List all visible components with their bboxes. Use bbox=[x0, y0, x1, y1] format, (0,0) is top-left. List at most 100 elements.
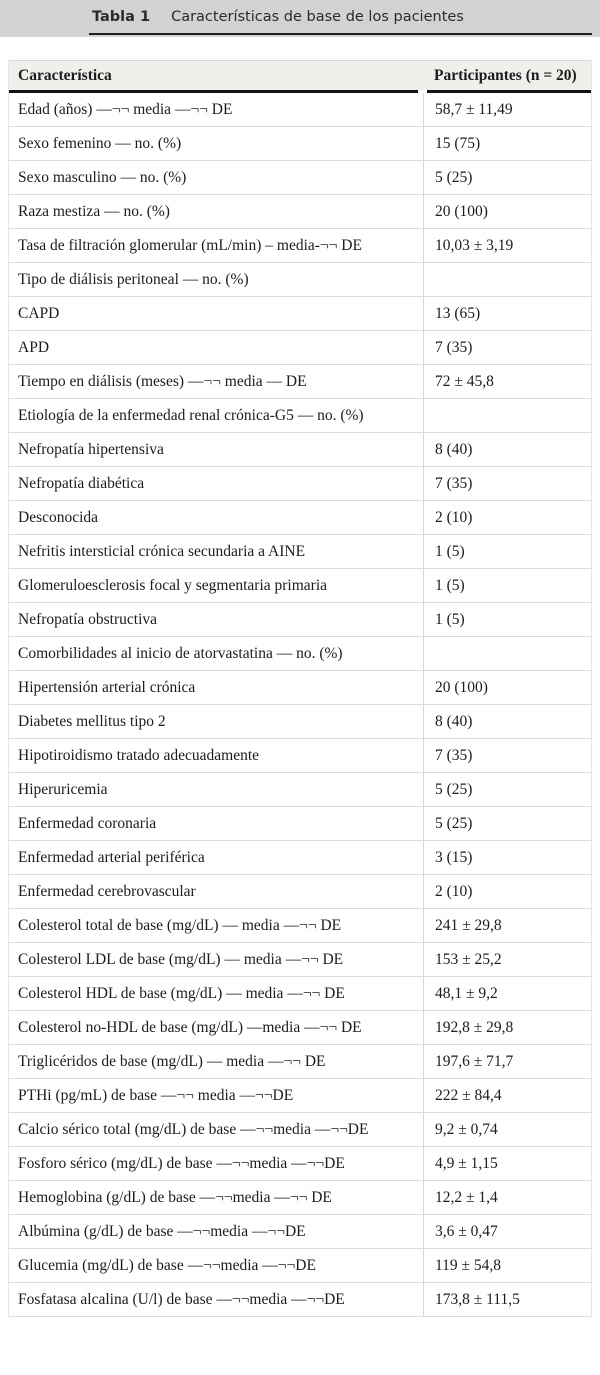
characteristic-cell: Enfermedad cerebrovascular bbox=[9, 875, 423, 909]
characteristic-cell: Nefropatía hipertensiva bbox=[9, 433, 423, 467]
value-cell: 8 (40) bbox=[423, 433, 591, 467]
characteristic-cell: Sexo masculino — no. (%) bbox=[9, 161, 423, 195]
table-row: Nefropatía obstructiva 1 (5) bbox=[9, 603, 591, 637]
table-row: Edad (años) —¬¬ media —¬¬ DE 58,7 ± 11,49 bbox=[9, 93, 591, 127]
table-body: Edad (años) —¬¬ media —¬¬ DE 58,7 ± 11,49… bbox=[9, 93, 591, 1317]
characteristic-cell: Tasa de filtración glomerular (mL/min) –… bbox=[9, 229, 423, 263]
value-cell: 4,9 ± 1,15 bbox=[423, 1147, 591, 1181]
value-cell bbox=[423, 637, 591, 671]
value-cell: 20 (100) bbox=[423, 195, 591, 229]
value-cell: 58,7 ± 11,49 bbox=[423, 93, 591, 127]
table-row: APD 7 (35) bbox=[9, 331, 591, 365]
characteristic-cell: Colesterol HDL de base (mg/dL) — media —… bbox=[9, 977, 423, 1011]
baseline-characteristics-table: Característica Participantes (n = 20) Ed… bbox=[8, 60, 592, 1317]
characteristic-cell: Diabetes mellitus tipo 2 bbox=[9, 705, 423, 739]
value-cell: 241 ± 29,8 bbox=[423, 909, 591, 943]
header-rule-gap bbox=[418, 90, 427, 93]
value-cell: 5 (25) bbox=[423, 807, 591, 841]
characteristic-cell: Fosfatasa alcalina (U/l) de base —¬¬medi… bbox=[9, 1283, 423, 1317]
table-row: Etiología de la enfermedad renal crónica… bbox=[9, 399, 591, 433]
characteristic-cell: Hipotiroidismo tratado adecuadamente bbox=[9, 739, 423, 773]
table-row: Enfermedad arterial periférica 3 (15) bbox=[9, 841, 591, 875]
value-cell: 13 (65) bbox=[423, 297, 591, 331]
table-header-row: Característica Participantes (n = 20) bbox=[9, 60, 591, 93]
table-row: Tasa de filtración glomerular (mL/min) –… bbox=[9, 229, 591, 263]
value-cell: 5 (25) bbox=[423, 773, 591, 807]
table-row: Colesterol HDL de base (mg/dL) — media —… bbox=[9, 977, 591, 1011]
table-row: Fosforo sérico (mg/dL) de base —¬¬media … bbox=[9, 1147, 591, 1181]
value-cell: 222 ± 84,4 bbox=[423, 1079, 591, 1113]
characteristic-cell: Hiperuricemia bbox=[9, 773, 423, 807]
table-row: Glucemia (mg/dL) de base —¬¬media —¬¬DE 1… bbox=[9, 1249, 591, 1283]
characteristic-cell: Comorbilidades al inicio de atorvastatin… bbox=[9, 637, 423, 671]
table-row: Tiempo en diálisis (meses) —¬¬ media — D… bbox=[9, 365, 591, 399]
table-row: PTHi (pg/mL) de base —¬¬ media —¬¬DE 222 … bbox=[9, 1079, 591, 1113]
table-row: Fosfatasa alcalina (U/l) de base —¬¬medi… bbox=[9, 1283, 591, 1317]
characteristic-cell: Calcio sérico total (mg/dL) de base —¬¬m… bbox=[9, 1113, 423, 1147]
table-caption-bar: Tabla 1 Características de base de los p… bbox=[0, 0, 600, 37]
characteristic-cell: Albúmina (g/dL) de base —¬¬media —¬¬DE bbox=[9, 1215, 423, 1249]
value-cell bbox=[423, 263, 591, 297]
value-cell: 3 (15) bbox=[423, 841, 591, 875]
table-row: Desconocida 2 (10) bbox=[9, 501, 591, 535]
patient-characteristics-table: Característica Participantes (n = 20) Ed… bbox=[8, 60, 592, 1317]
table-row: Hipotiroidismo tratado adecuadamente 7 (3… bbox=[9, 739, 591, 773]
value-cell: 7 (35) bbox=[423, 739, 591, 773]
value-cell: 9,2 ± 0,74 bbox=[423, 1113, 591, 1147]
table-row: Sexo femenino — no. (%) 15 (75) bbox=[9, 127, 591, 161]
table-row: Enfermedad cerebrovascular 2 (10) bbox=[9, 875, 591, 909]
value-cell: 7 (35) bbox=[423, 467, 591, 501]
characteristic-cell: Enfermedad arterial periférica bbox=[9, 841, 423, 875]
value-cell: 72 ± 45,8 bbox=[423, 365, 591, 399]
table-caption: Tabla 1 Características de base de los p… bbox=[92, 0, 464, 33]
table-row: CAPD 13 (65) bbox=[9, 297, 591, 331]
characteristic-cell: Nefropatía obstructiva bbox=[9, 603, 423, 637]
value-cell: 15 (75) bbox=[423, 127, 591, 161]
value-cell: 10,03 ± 3,19 bbox=[423, 229, 591, 263]
characteristic-cell: Desconocida bbox=[9, 501, 423, 535]
value-cell: 48,1 ± 9,2 bbox=[423, 977, 591, 1011]
value-cell: 3,6 ± 0,47 bbox=[423, 1215, 591, 1249]
value-cell: 192,8 ± 29,8 bbox=[423, 1011, 591, 1045]
value-cell: 2 (10) bbox=[423, 501, 591, 535]
characteristic-cell: Hemoglobina (g/dL) de base —¬¬media —¬¬ … bbox=[9, 1181, 423, 1215]
value-cell: 2 (10) bbox=[423, 875, 591, 909]
table-row: Colesterol LDL de base (mg/dL) — media —… bbox=[9, 943, 591, 977]
table-row: Albúmina (g/dL) de base —¬¬media —¬¬DE 3,… bbox=[9, 1215, 591, 1249]
table-row: Colesterol total de base (mg/dL) — media… bbox=[9, 909, 591, 943]
value-cell bbox=[423, 399, 591, 433]
characteristic-cell: Glucemia (mg/dL) de base —¬¬media —¬¬DE bbox=[9, 1249, 423, 1283]
characteristic-cell: Colesterol LDL de base (mg/dL) — media —… bbox=[9, 943, 423, 977]
value-cell: 1 (5) bbox=[423, 603, 591, 637]
characteristic-cell: Raza mestiza — no. (%) bbox=[9, 195, 423, 229]
table-row: Triglicéridos de base (mg/dL) — media —¬… bbox=[9, 1045, 591, 1079]
value-cell: 153 ± 25,2 bbox=[423, 943, 591, 977]
table-caption-title: Características de base de los pacientes bbox=[171, 8, 464, 25]
table-row: Nefropatía hipertensiva 8 (40) bbox=[9, 433, 591, 467]
table-row: Colesterol no-HDL de base (mg/dL) —media… bbox=[9, 1011, 591, 1045]
table-row: Enfermedad coronaria 5 (25) bbox=[9, 807, 591, 841]
value-cell: 1 (5) bbox=[423, 569, 591, 603]
characteristic-cell: Glomeruloesclerosis focal y segmentaria … bbox=[9, 569, 423, 603]
table-row: Nefropatía diabética 7 (35) bbox=[9, 467, 591, 501]
table-row: Sexo masculino — no. (%) 5 (25) bbox=[9, 161, 591, 195]
characteristic-cell: Sexo femenino — no. (%) bbox=[9, 127, 423, 161]
characteristic-cell: Hipertensión arterial crónica bbox=[9, 671, 423, 705]
characteristic-cell: PTHi (pg/mL) de base —¬¬ media —¬¬DE bbox=[9, 1079, 423, 1113]
value-cell: 12,2 ± 1,4 bbox=[423, 1181, 591, 1215]
value-cell: 173,8 ± 111,5 bbox=[423, 1283, 591, 1317]
value-cell: 1 (5) bbox=[423, 535, 591, 569]
table-row: Hipertensión arterial crónica 20 (100) bbox=[9, 671, 591, 705]
table-row: Glomeruloesclerosis focal y segmentaria … bbox=[9, 569, 591, 603]
characteristic-cell: Enfermedad coronaria bbox=[9, 807, 423, 841]
characteristic-cell: APD bbox=[9, 331, 423, 365]
column-header-participantes: Participantes (n = 20) bbox=[423, 60, 591, 93]
characteristic-cell: Triglicéridos de base (mg/dL) — media —¬… bbox=[9, 1045, 423, 1079]
characteristic-cell: Tipo de diálisis peritoneal — no. (%) bbox=[9, 263, 423, 297]
characteristic-cell: Tiempo en diálisis (meses) —¬¬ media — D… bbox=[9, 365, 423, 399]
value-cell: 8 (40) bbox=[423, 705, 591, 739]
table-row: Comorbilidades al inicio de atorvastatin… bbox=[9, 637, 591, 671]
characteristic-cell: Fosforo sérico (mg/dL) de base —¬¬media … bbox=[9, 1147, 423, 1181]
characteristic-cell: Edad (años) —¬¬ media —¬¬ DE bbox=[9, 93, 423, 127]
